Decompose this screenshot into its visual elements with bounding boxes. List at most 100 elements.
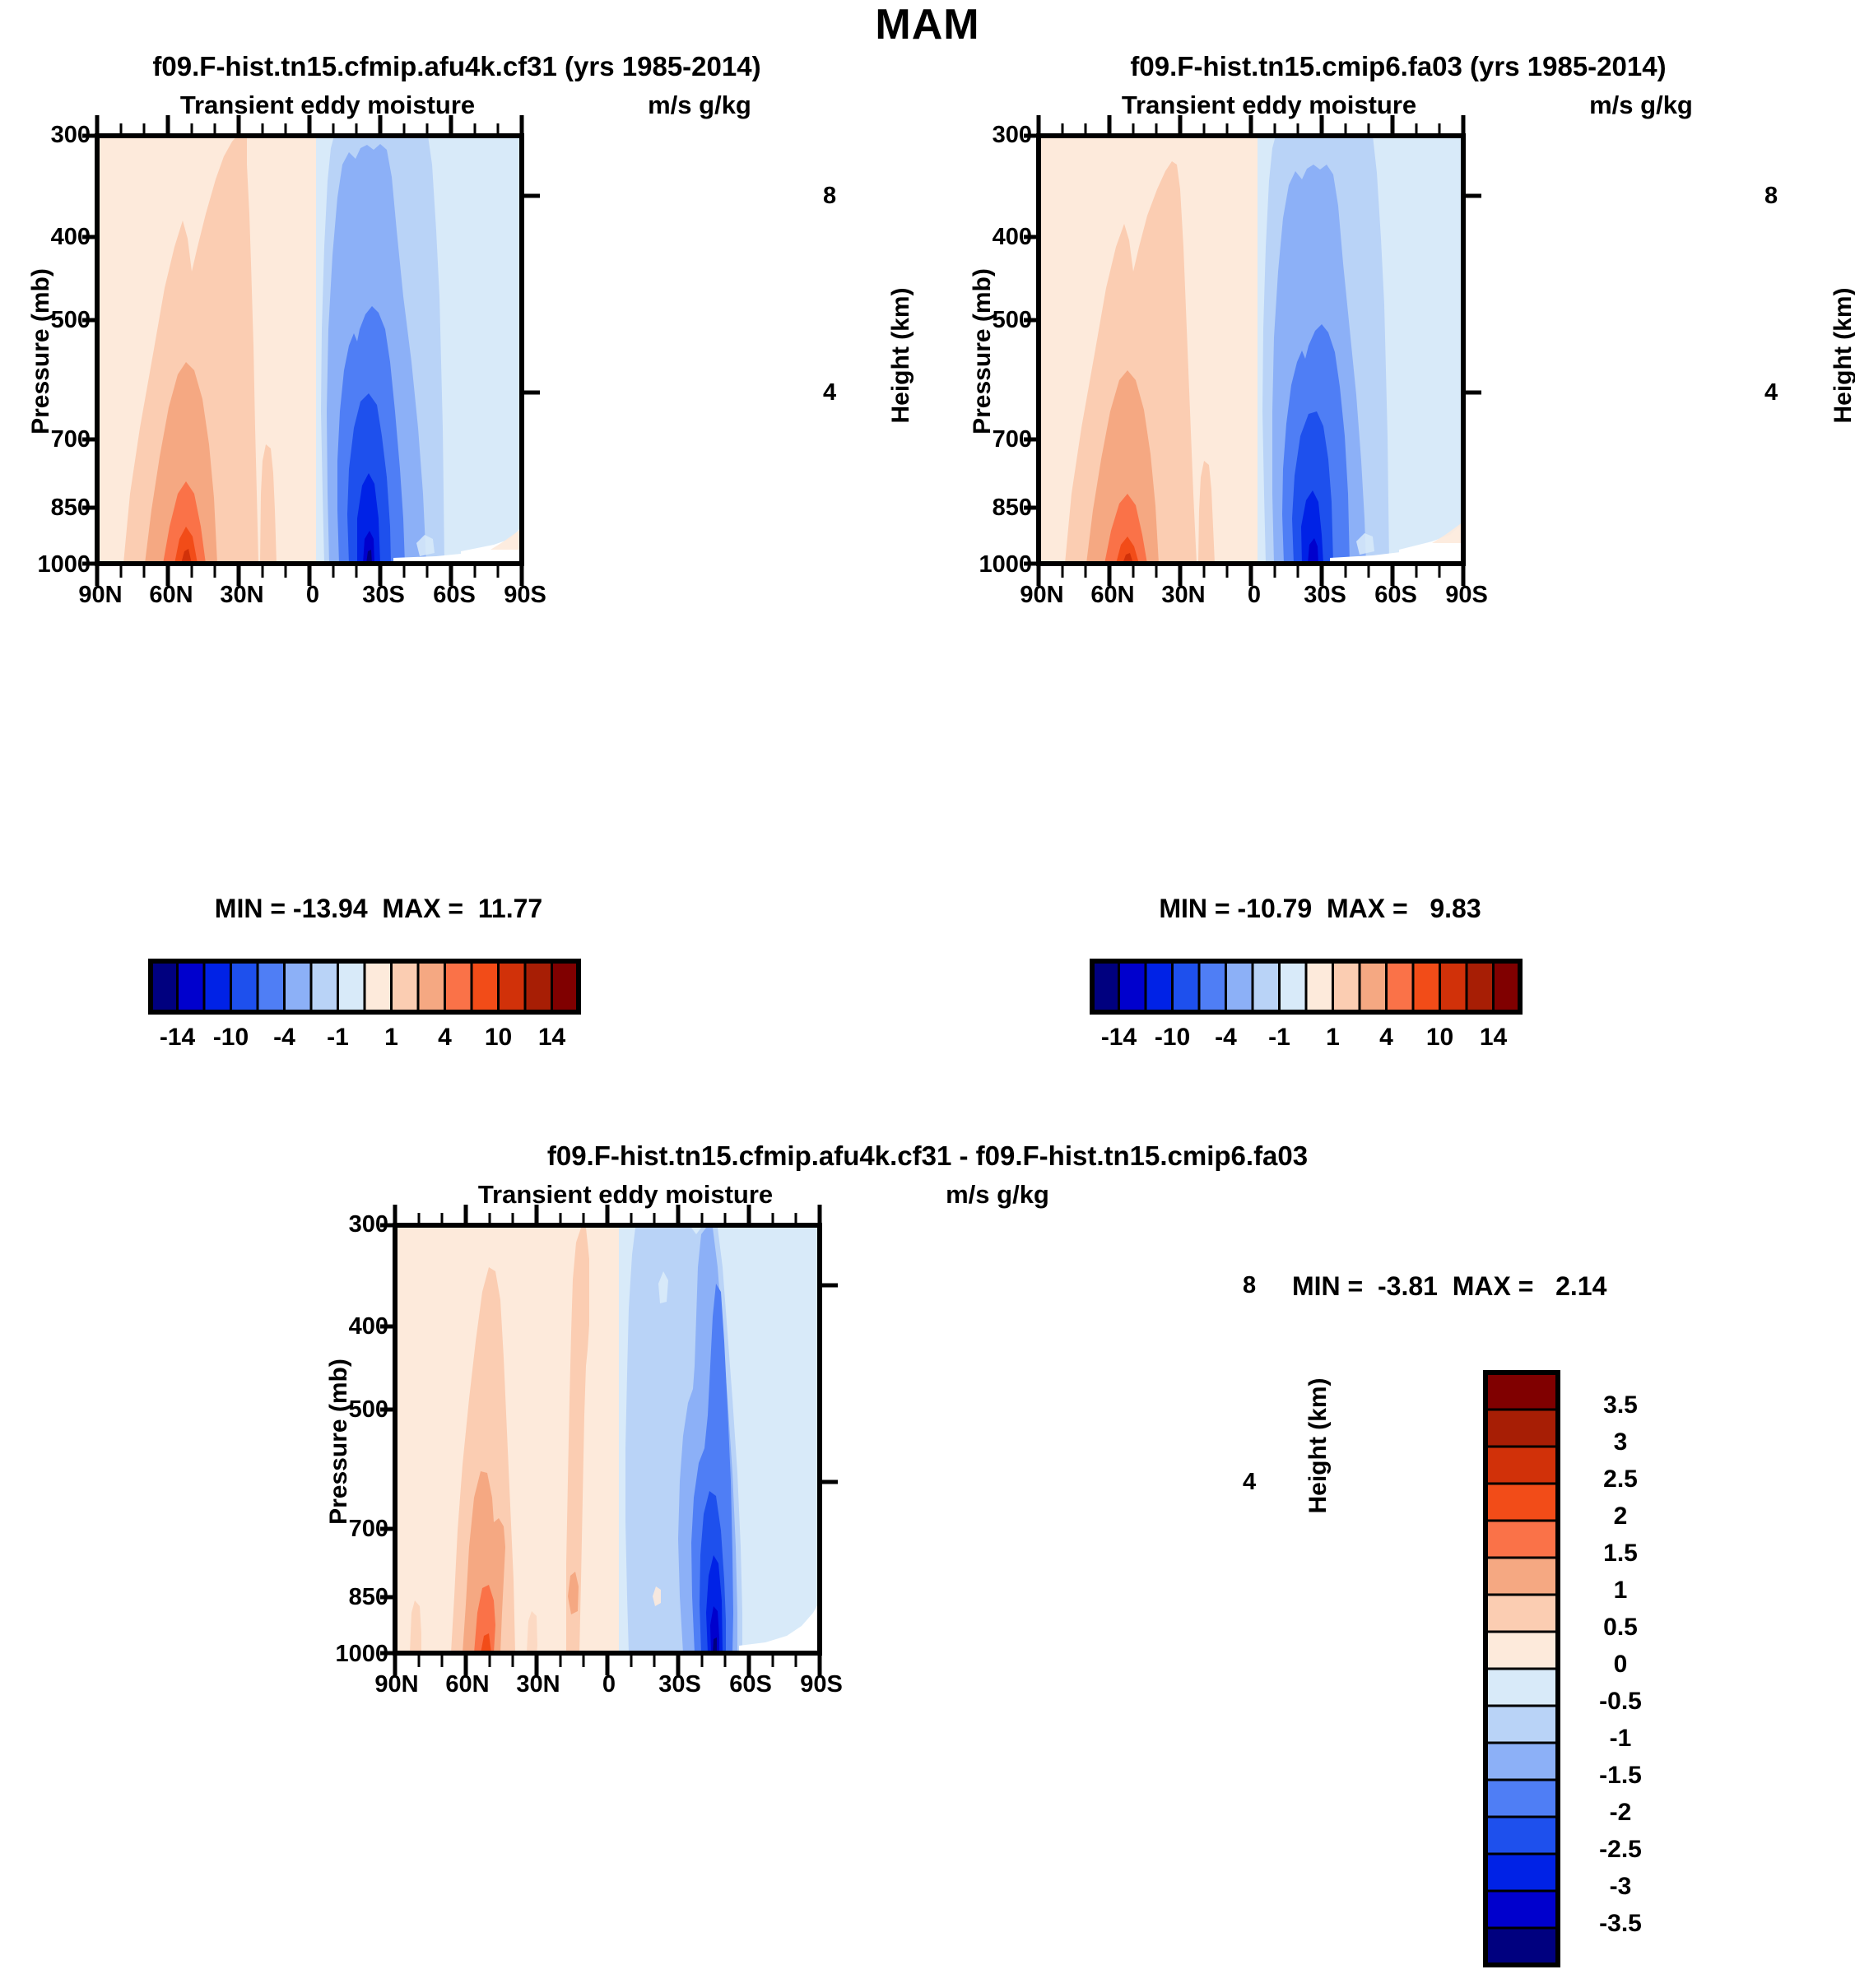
colorbar-cell xyxy=(283,959,313,1014)
ytick-1000-p1: 1000 xyxy=(37,551,91,578)
colorbar-tick-label: -3 xyxy=(1609,1873,1632,1900)
xtick-60S-p2: 60S xyxy=(1374,582,1417,608)
panel-title-bottom-diff: f09.F-hist.tn15.cfmip.afu4k.cf31 - f09.F… xyxy=(546,1140,1309,1171)
xtick-30N-p1: 30N xyxy=(220,582,264,608)
contour-nh-level10-p1 xyxy=(174,527,198,564)
colorbar-tick-label: -2.5 xyxy=(1599,1836,1642,1863)
colorbar-tick-label: -10 xyxy=(1154,1024,1191,1051)
contour-nh-level10-p2 xyxy=(1116,536,1139,564)
colorbar-cell xyxy=(1484,1519,1560,1559)
colorbar-cell xyxy=(390,959,420,1014)
colorbar-tick-label: 14 xyxy=(1479,1024,1508,1051)
colorbar-cell xyxy=(230,959,259,1014)
y2tick-8-p3: 8 xyxy=(1243,1272,1257,1298)
colorbar-top-right xyxy=(1090,959,1523,1015)
contour-nh-spike-p2 xyxy=(1198,461,1215,564)
colorbar-cell xyxy=(363,959,393,1014)
colorbar-tick-label: 1.5 xyxy=(1603,1540,1638,1567)
colorbar-tick-label: -14 xyxy=(159,1024,196,1051)
xtick-30S-p1: 30S xyxy=(362,582,405,608)
contour-diff-neg35-p3 xyxy=(710,1606,719,1653)
colorbar-tick-label: -10 xyxy=(212,1024,249,1051)
xtick-90N-p2: 90N xyxy=(1020,582,1064,608)
contour-sh-level12-p2 xyxy=(1301,490,1323,564)
colorbar-cell xyxy=(1484,1630,1560,1670)
colorbar-tick-label: 10 xyxy=(484,1024,513,1051)
colorbar-cell xyxy=(1484,1889,1560,1930)
colorbar-tick-label: 4 xyxy=(438,1024,452,1051)
xtick-30S-p2: 30S xyxy=(1304,582,1346,608)
xtick-30N-p2: 30N xyxy=(1161,582,1206,608)
panel-body-top-right xyxy=(1039,136,1463,564)
contour-nh-level12-p2 xyxy=(1123,553,1133,564)
minmax-top-right: MIN = -10.79 MAX = 9.83 xyxy=(1159,894,1481,923)
minmax-bottom-diff: MIN = -3.81 MAX = 2.14 xyxy=(1292,1271,1607,1301)
contour-nh-level2-p2 xyxy=(1065,161,1197,564)
colorbar-cell xyxy=(497,959,527,1014)
units-label-top-left: m/s g/kg xyxy=(648,91,751,119)
xtick-0-p1: 0 xyxy=(305,582,320,608)
colorbar-tick-label: -1 xyxy=(1609,1725,1632,1752)
colorbar-cell xyxy=(1484,1593,1560,1633)
colorbar-cell xyxy=(1385,959,1415,1014)
y2tick-4-p1: 4 xyxy=(823,379,837,406)
colorbar-tick-label: 0.5 xyxy=(1603,1614,1638,1641)
contour-diff-pos2-p3 xyxy=(474,1585,495,1653)
colorbar-cell xyxy=(1118,959,1147,1014)
colorbar-tick-label: 2.5 xyxy=(1603,1465,1638,1493)
colorbar-bottom-diff xyxy=(1483,1370,1560,1967)
colorbar-cell xyxy=(256,959,286,1014)
colorbar-cell xyxy=(1225,959,1254,1014)
colorbar-tick-label: 1 xyxy=(1613,1577,1628,1604)
y2tick-8-p1: 8 xyxy=(823,183,837,209)
colorbar-cell xyxy=(1304,959,1334,1014)
contour-diff-col-p3 xyxy=(566,1228,589,1653)
colorbar-cell xyxy=(1484,1926,1560,1967)
xtick-90S-p2: 90S xyxy=(1445,582,1488,608)
panel-title-top-right: f09.F-hist.tn15.cmip6.fa03 (yrs 1985-201… xyxy=(1130,51,1667,81)
colorbar-cell xyxy=(1278,959,1308,1014)
main-title: MAM xyxy=(875,1,980,49)
contour-sh-level14-p1 xyxy=(363,531,374,564)
colorbar-tick-label: -1 xyxy=(327,1024,349,1051)
contour-nh-level7-p1 xyxy=(163,481,206,564)
colorbar-cell xyxy=(1484,1408,1560,1448)
y2tick-4-p3: 4 xyxy=(1243,1469,1257,1495)
xtick-60N-p3: 60N xyxy=(445,1671,490,1698)
colorbar-cell xyxy=(1358,959,1388,1014)
colorbar-cell xyxy=(1492,959,1522,1014)
colorbar-cell xyxy=(202,959,232,1014)
colorbar-cell xyxy=(1484,1445,1560,1485)
panel-ticks-top-right xyxy=(1024,115,1481,586)
contour-sh-level12-p1 xyxy=(357,473,380,564)
contour-sh-level14-p2 xyxy=(1308,538,1318,564)
colorbar-tick-label: -4 xyxy=(1215,1024,1237,1051)
colorbar-cell xyxy=(149,959,179,1014)
colorbar-tick-label: -3.5 xyxy=(1599,1910,1642,1937)
colorbar-cell xyxy=(1484,1371,1560,1411)
colorbar-cell xyxy=(1171,959,1201,1014)
minmax-top-left: MIN = -13.94 MAX = 11.77 xyxy=(214,894,543,923)
xtick-30S-p3: 30S xyxy=(658,1671,701,1698)
colorbar-cell xyxy=(1484,1667,1560,1707)
colorbar-tick-label: 10 xyxy=(1425,1024,1454,1051)
colorbar-cell xyxy=(1484,1852,1560,1893)
contour-nh-spike-p1 xyxy=(260,444,277,564)
colorbar-tick-label: 2 xyxy=(1613,1503,1628,1530)
xtick-0-p2: 0 xyxy=(1247,582,1262,608)
colorbar-tick-label: 3 xyxy=(1613,1428,1628,1456)
colorbar-cell xyxy=(1144,959,1174,1014)
xtick-60S-p1: 60S xyxy=(433,582,476,608)
colorbar-tick-label: -14 xyxy=(1100,1024,1137,1051)
colorbar-tick-label: -2 xyxy=(1609,1799,1632,1826)
colorbar-cell xyxy=(416,959,446,1014)
colorbar-cell xyxy=(1090,959,1120,1014)
surface-mask-p3 xyxy=(739,1601,820,1653)
colorbar-cell xyxy=(1484,1704,1560,1744)
colorbar-cell xyxy=(1484,1482,1560,1522)
colorbar-cell xyxy=(1465,959,1495,1014)
colorbar-tick-label: -1.5 xyxy=(1599,1762,1642,1789)
xtick-60N-p1: 60N xyxy=(149,582,193,608)
